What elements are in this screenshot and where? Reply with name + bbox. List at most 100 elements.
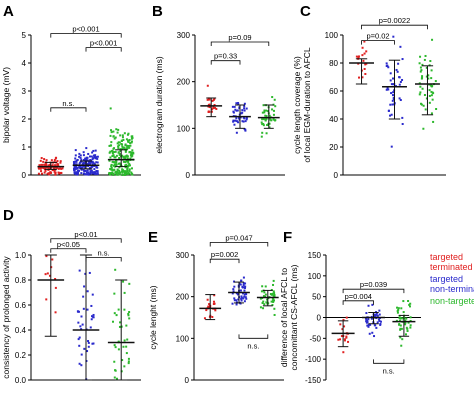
data-point [130,155,133,158]
data-point [118,144,121,147]
data-point [431,84,434,87]
data-point [241,292,244,295]
data-point [82,307,85,310]
data-point [96,157,99,160]
data-point [389,72,392,75]
data-point [126,169,129,172]
data-point [75,160,78,163]
data-point [122,138,125,141]
data-point [54,277,57,280]
data-point [395,319,398,322]
data-point [235,131,238,134]
data-point [111,155,114,158]
legend-entry: targeted [430,252,463,262]
significance-bracket [50,248,87,253]
data-point [39,159,42,162]
data-point [89,158,92,161]
data-point [78,152,81,155]
data-point [73,171,76,174]
data-point [407,321,410,324]
data-point [87,340,90,343]
data-point [115,154,118,157]
data-point [423,94,426,97]
data-point [128,172,131,175]
data-point [424,108,427,111]
data-point [268,117,271,120]
data-point [115,128,118,131]
data-point [117,308,120,311]
data-point [76,172,79,175]
data-point [38,164,41,167]
data-point [39,167,42,170]
data-point [117,169,120,172]
data-point [117,128,120,131]
data-point [264,119,267,122]
data-point [239,289,242,292]
y-axis-label: of local EGM-duration to AFCL [302,47,312,163]
data-point [212,300,215,303]
data-point [243,295,246,298]
data-point [112,135,115,138]
data-point [267,110,270,113]
data-point [243,300,246,303]
data-point [266,298,269,301]
p-value-label: n.s. [98,249,110,258]
data-point [345,316,348,319]
data-point [91,158,94,161]
data-point [391,99,394,102]
data-point [208,98,211,101]
data-point [109,134,112,137]
data-point [127,161,130,164]
data-point [123,365,126,368]
panel-c: C 0 20 40 60 80 100 cycle length coverage (%) of… [292,3,446,180]
data-point [92,171,95,174]
data-point [51,164,54,167]
data-point [109,156,112,159]
data-point [92,154,95,157]
data-point [94,157,97,160]
data-point [127,360,130,363]
data-point [392,83,395,86]
legend-entry: terminated [430,262,473,272]
data-point [240,299,243,302]
data-point [272,290,275,293]
data-point [85,158,88,161]
data-point [207,305,210,308]
data-point [129,144,132,147]
data-point [210,108,213,111]
data-point [116,142,119,145]
data-point [337,338,340,341]
data-point [399,99,402,102]
data-point [114,150,117,153]
y-tick-label: 80 [329,59,338,68]
y-tick-label: 60 [329,87,338,96]
data-point [87,171,90,174]
data-point [118,156,121,159]
data-point [362,59,365,62]
data-point [373,315,376,318]
data-point [86,159,89,162]
data-point [53,159,56,162]
data-point [126,173,129,176]
data-point [128,138,131,141]
data-point [129,154,132,157]
data-point [88,160,91,163]
y-tick-label: 0.8 [15,276,27,285]
data-point [392,91,395,94]
y-tick-label: 0 [185,376,190,385]
data-point [272,118,275,121]
data-point [244,296,247,299]
data-point [206,84,209,87]
data-point [57,167,60,170]
data-point [128,151,131,154]
data-point [112,173,115,176]
data-point [40,166,43,169]
data-point [124,161,127,164]
data-point [123,173,126,176]
data-point [85,163,88,166]
data-point [40,163,43,166]
data-point [126,148,129,151]
data-point [271,300,274,303]
data-point [112,130,115,133]
data-point [124,170,127,173]
